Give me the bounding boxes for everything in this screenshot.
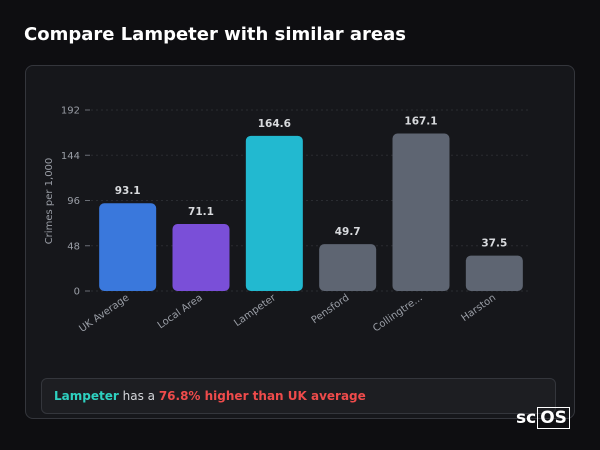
value-label: 37.5 — [481, 238, 507, 250]
bar — [319, 244, 377, 291]
y-axis-label: Crimes per 1,000 — [44, 158, 55, 245]
bar — [465, 255, 523, 291]
x-tick-label: Lampeter — [232, 292, 278, 329]
value-label: 167.1 — [404, 115, 437, 127]
value-label: 71.1 — [188, 206, 214, 218]
bar — [172, 223, 230, 291]
bar — [245, 135, 303, 291]
value-label: 49.7 — [335, 226, 361, 238]
x-tick-label: Local Area — [156, 292, 205, 331]
page-title: Compare Lampeter with similar areas — [24, 24, 406, 45]
value-label: 93.1 — [115, 185, 141, 197]
summary-connector: has a — [122, 389, 155, 403]
y-tick-label: 48 — [67, 241, 80, 252]
logo-text: sc — [516, 408, 537, 428]
summary-area: Lampeter — [54, 389, 119, 403]
x-tick-label: UK Average — [77, 292, 131, 334]
x-tick-label: Collingtre... — [371, 292, 425, 334]
logo-text: OS — [537, 407, 570, 429]
y-tick-label: 144 — [61, 151, 80, 162]
logo: sc OS — [516, 407, 570, 429]
summary-comparison: 76.8% higher than UK average — [158, 389, 366, 403]
y-tick-label: 96 — [67, 196, 80, 207]
bar — [99, 203, 157, 291]
x-tick-label: Harston — [460, 292, 499, 324]
y-tick-label: 192 — [61, 106, 80, 117]
bar — [392, 133, 450, 291]
value-label: 164.6 — [258, 118, 291, 130]
summary: Lampeter has a 76.8% higher than UK aver… — [41, 378, 556, 414]
x-tick-label: Pensford — [310, 292, 352, 326]
y-tick-label: 0 — [74, 287, 80, 298]
